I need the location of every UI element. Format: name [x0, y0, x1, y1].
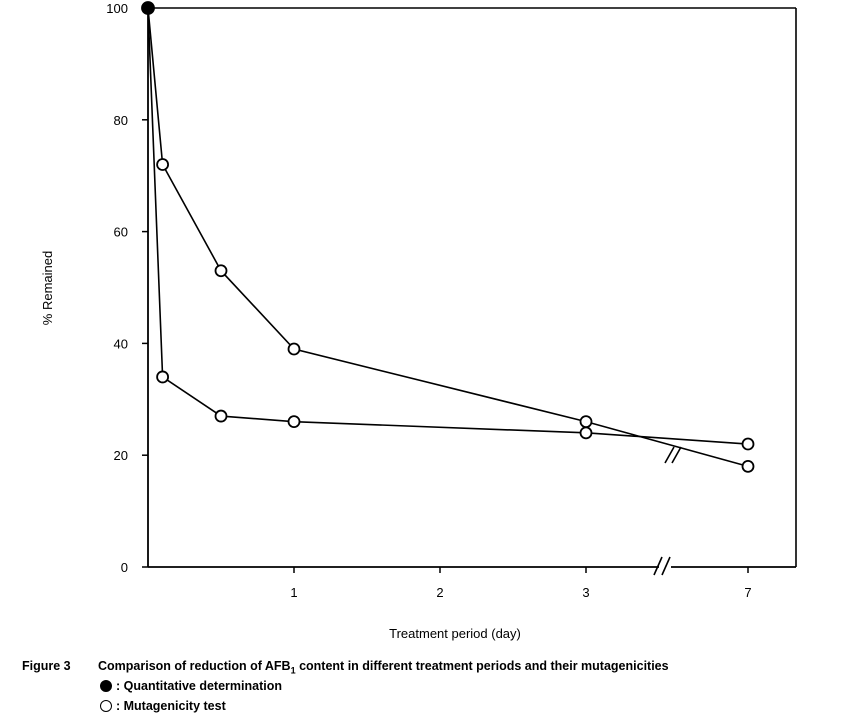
legend-label: : Quantitative determination: [116, 679, 282, 693]
data-point-open: [287, 342, 301, 356]
y-tick-label: 60: [114, 225, 128, 240]
x-axis-break-mark: [661, 556, 671, 576]
x-tick-label: 1: [290, 585, 297, 600]
caption-text: Comparison of reduction of AFB: [98, 659, 291, 673]
series-line: [147, 7, 749, 468]
data-point-open: [579, 426, 593, 440]
y-tick-label: 0: [121, 560, 128, 575]
caption-text-rest: content in different treatment periods a…: [295, 659, 669, 673]
data-point-open: [287, 415, 301, 429]
data-point-open: [156, 370, 170, 384]
line-break-mark: [671, 446, 682, 464]
y-axis-label: % Remained: [40, 251, 55, 325]
legend-item-quantitative: : Quantitative determination: [100, 679, 282, 693]
caption-subscript: 1: [290, 665, 296, 676]
y-axis: 0 20 40 60 80 100: [106, 1, 148, 575]
series-points: [141, 1, 755, 473]
legend-item-mutagenicity: : Mutagenicity test: [100, 699, 226, 713]
x-axis: 1 2 3 7: [290, 567, 752, 600]
data-point-open: [156, 158, 170, 171]
y-tick-label: 40: [114, 336, 128, 351]
filled-circle-icon: [100, 680, 112, 692]
x-tick-label: 2: [436, 585, 443, 600]
x-axis-label: Treatment period (day): [389, 626, 521, 641]
series-lines: [147, 7, 749, 468]
data-point-open: [579, 415, 593, 429]
line-break-mark: [664, 446, 675, 464]
y-tick-label: 20: [114, 448, 128, 463]
x-tick-label: 7: [744, 585, 751, 600]
plot-frame: [147, 7, 797, 568]
data-point-open: [741, 459, 755, 473]
y-tick-label: 80: [114, 113, 128, 128]
series-line: [147, 7, 749, 445]
data-point-open: [214, 264, 228, 278]
chart: 0 20 40 60 80 100 1 2 3 7 % Remained Treatment p…: [40, 1, 797, 641]
x-axis-break-mark: [653, 556, 663, 576]
figure-caption: Figure 3 Comparison of reduction of AFB1 …: [22, 656, 852, 681]
data-point-open: [214, 409, 228, 423]
axis-break: [653, 446, 682, 576]
data-point-filled: [141, 1, 155, 15]
open-circle-icon: [100, 700, 112, 712]
figure-number: Figure 3: [22, 659, 71, 673]
y-tick-label: 100: [106, 1, 128, 16]
x-tick-label: 3: [582, 585, 589, 600]
data-point-open: [741, 437, 755, 451]
legend-label: : Mutagenicity test: [116, 699, 226, 713]
